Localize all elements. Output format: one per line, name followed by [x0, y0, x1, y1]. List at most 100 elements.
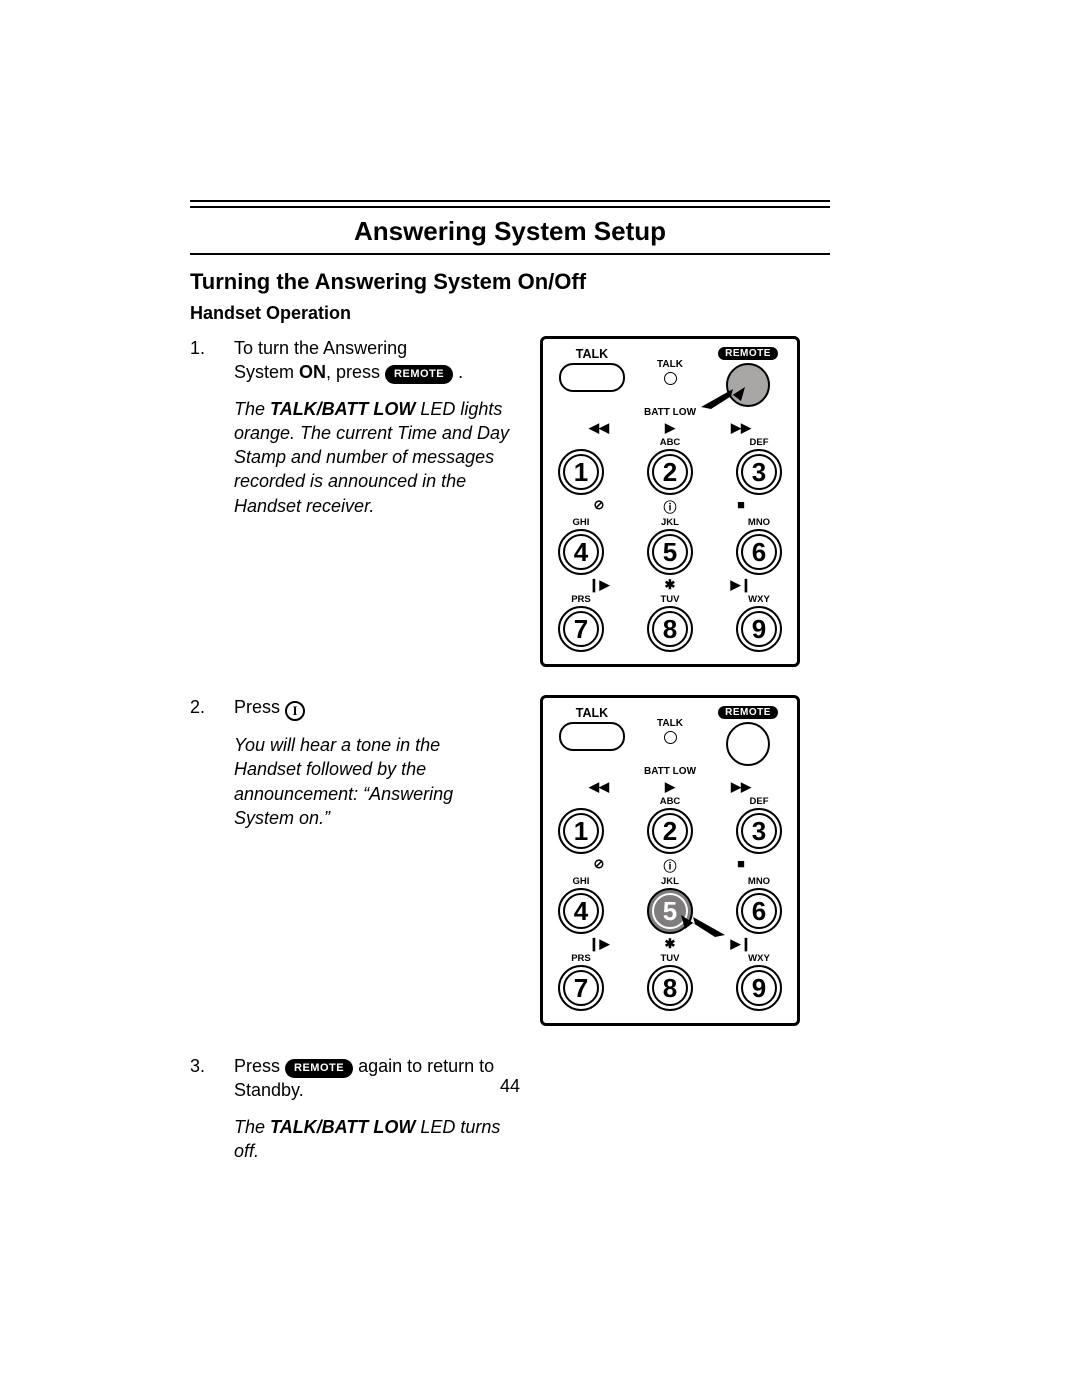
symbol-row-2: ⊘ ⓘ ■	[553, 497, 787, 516]
play-icon: ▶	[642, 779, 698, 795]
stop-icon: ■	[713, 856, 769, 875]
skip-fwd-icon: ▶❙	[713, 936, 769, 952]
text: .	[453, 362, 463, 382]
step-number: 1.	[190, 336, 234, 385]
center-col: TALK	[631, 706, 709, 746]
text: , press	[326, 362, 385, 382]
step-body: Press I	[234, 695, 520, 721]
key-6: 6	[736, 529, 782, 575]
key-sublabel: GHI	[553, 518, 609, 528]
key-8: 8	[647, 606, 693, 652]
key-sublabel: WXY	[731, 954, 787, 964]
key-sublabel: ABC	[642, 438, 698, 448]
text: Press	[234, 1056, 285, 1076]
text: The	[234, 1117, 270, 1137]
remote-col: REMOTE	[709, 347, 787, 407]
step-2: 2. Press I	[190, 695, 520, 721]
page-number: 44	[190, 1076, 830, 1097]
key-sublabel: PRS	[553, 954, 609, 964]
info-circle-icon: I	[285, 701, 305, 721]
step-3-text: 3. Press REMOTE again to return to Stand…	[190, 1054, 530, 1163]
key-sublabel: WXY	[731, 595, 787, 605]
subsection-title: Handset Operation	[190, 303, 830, 324]
talk-col: TALK	[553, 706, 631, 751]
step-1-note: The TALK/BATT LOW LED lights orange. The…	[234, 397, 520, 518]
step-2-note: You will hear a tone in the Handset foll…	[234, 733, 474, 830]
key-sublabel: MNO	[731, 518, 787, 528]
key-sublabel: GHI	[553, 877, 609, 887]
ffwd-icon: ▶▶	[713, 420, 769, 436]
text: Press	[234, 697, 285, 717]
remote-col: REMOTE	[709, 706, 787, 766]
rewind-icon: ◀◀	[571, 779, 627, 795]
key-sublabel: DEF	[731, 438, 787, 448]
remote-label: REMOTE	[718, 347, 778, 360]
step-1-text: 1. To turn the Answering System ON, pres…	[190, 336, 520, 518]
key-5: 5	[647, 888, 693, 934]
symbol-row-1: ◀◀ ▶ ▶▶	[553, 420, 787, 436]
info-icon: ⓘ	[642, 856, 698, 875]
key-8: 8	[647, 965, 693, 1011]
step-1: 1. To turn the Answering System ON, pres…	[190, 336, 520, 385]
key-5: 5	[647, 529, 693, 575]
step-body: To turn the Answering System ON, press R…	[234, 336, 520, 385]
key-7: 7	[558, 606, 604, 652]
center-col: TALK	[631, 347, 709, 387]
key-1: 1	[558, 808, 604, 854]
key-sublabel: JKL	[642, 518, 698, 528]
page-title: Answering System Setup	[190, 208, 830, 253]
text-bold: TALK/BATT LOW	[270, 1117, 415, 1137]
key-6: 6	[736, 888, 782, 934]
text: System	[234, 362, 299, 382]
star-icon: ✱	[642, 577, 698, 593]
step-number: 2.	[190, 695, 234, 721]
key-row-1: 1 ABC2 DEF3	[553, 438, 787, 495]
stop-icon: ■	[713, 497, 769, 516]
text-bold: ON	[299, 362, 326, 382]
header-rule-top	[190, 200, 830, 208]
remote-badge: REMOTE	[385, 365, 453, 384]
star-icon: ✱	[642, 936, 698, 952]
symbol-row-2: ⊘ ⓘ ■	[553, 856, 787, 875]
keypad-top-row: TALK TALK REMOTE	[553, 347, 787, 407]
key-sublabel: MNO	[731, 877, 787, 887]
key-3: 3	[736, 808, 782, 854]
key-3: 3	[736, 449, 782, 495]
key-row-3: PRS7 TUV8 WXY9	[553, 595, 787, 652]
key-row-1: 1 ABC2 DEF3	[553, 797, 787, 854]
key-7: 7	[558, 965, 604, 1011]
talk-button	[559, 363, 625, 392]
skip-back-icon: ❙▶	[571, 577, 627, 593]
key-sublabel: TUV	[642, 954, 698, 964]
cancel-icon: ⊘	[571, 497, 627, 516]
key-sublabel	[553, 797, 609, 807]
key-sublabel: DEF	[731, 797, 787, 807]
talk-label: TALK	[576, 706, 608, 720]
key-2: 2	[647, 808, 693, 854]
key-4: 4	[558, 529, 604, 575]
info-icon: ⓘ	[642, 497, 698, 516]
key-sublabel: ABC	[642, 797, 698, 807]
key-sublabel: TUV	[642, 595, 698, 605]
text: The	[234, 399, 270, 419]
key-9: 9	[736, 606, 782, 652]
key-sublabel: PRS	[553, 595, 609, 605]
text: To turn the Answering	[234, 338, 407, 358]
step-2-text: 2. Press I You will hear a tone in the H…	[190, 695, 520, 830]
batt-low-label: BATT LOW	[553, 407, 787, 418]
section-title: Turning the Answering System On/Off	[190, 269, 830, 295]
talk-label: TALK	[576, 347, 608, 361]
ffwd-icon: ▶▶	[713, 779, 769, 795]
step-2-row: 2. Press I You will hear a tone in the H…	[190, 695, 830, 1026]
key-row-2: GHI4 JKL5 MNO6	[553, 877, 787, 934]
symbol-row-1: ◀◀ ▶ ▶▶	[553, 779, 787, 795]
talk-small-label: TALK	[657, 359, 683, 370]
cancel-icon: ⊘	[571, 856, 627, 875]
key-4: 4	[558, 888, 604, 934]
symbol-row-3: ❙▶ ✱ ▶❙	[553, 936, 787, 952]
key-1: 1	[558, 449, 604, 495]
key-9: 9	[736, 965, 782, 1011]
symbol-row-3: ❙▶ ✱ ▶❙	[553, 577, 787, 593]
header-rule-bottom	[190, 253, 830, 255]
skip-fwd-icon: ▶❙	[713, 577, 769, 593]
